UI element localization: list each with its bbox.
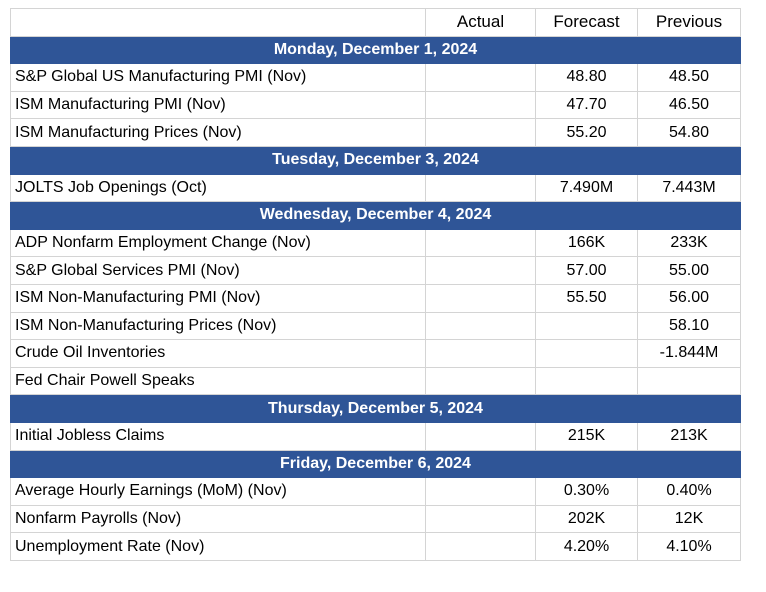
forecast-cell [535,366,638,396]
event-name: Unemployment Rate (Nov) [10,532,426,561]
actual-cell [425,118,536,147]
day-header: Tuesday, December 3, 2024 [10,145,741,175]
day-header: Monday, December 1, 2024 [10,35,741,65]
event-name: Nonfarm Payrolls (Nov) [10,504,426,534]
forecast-cell: 55.50 [535,283,638,313]
event-row: Unemployment Rate (Nov) 4.20% 4.10% [10,532,741,561]
previous-cell: 55.00 [637,256,741,285]
event-name: ADP Nonfarm Employment Change (Nov) [10,228,426,258]
forecast-cell: 0.30% [535,477,638,506]
previous-cell: 213K [637,421,741,451]
event-row: JOLTS Job Openings (Oct) 7.490M 7.443M [10,173,741,203]
header-cell: Actual [425,8,536,37]
event-row: ISM Manufacturing PMI (Nov) 47.70 46.50 [10,90,741,120]
actual-cell [425,532,536,561]
event-row: S&P Global Services PMI (Nov) 57.00 55.00 [10,256,741,285]
actual-cell [425,421,536,451]
event-name: Crude Oil Inventories [10,339,426,368]
event-row: ISM Non-Manufacturing PMI (Nov) 55.50 56.0… [10,283,741,313]
day-row: Monday, December 1, 2024 [10,35,741,65]
forecast-cell [535,339,638,368]
forecast-cell [535,311,638,341]
previous-cell: 54.80 [637,118,741,147]
event-name: ISM Manufacturing PMI (Nov) [10,90,426,120]
day-header: Wednesday, December 4, 2024 [10,201,741,230]
actual-cell [425,283,536,313]
event-row: Crude Oil Inventories -1.844M [10,339,741,368]
day-row: Wednesday, December 4, 2024 [10,201,741,230]
actual-cell [425,339,536,368]
economic-calendar: Actual Forecast Previous Monday, December 1… [10,8,741,561]
previous-cell: 7.443M [637,173,741,203]
event-row: Average Hourly Earnings (MoM) (Nov) 0.30%… [10,477,741,506]
event-row: Initial Jobless Claims 215K 213K [10,421,741,451]
event-name: Fed Chair Powell Speaks [10,366,426,396]
previous-cell: 56.00 [637,283,741,313]
event-row: ISM Manufacturing Prices (Nov) 55.20 54.80 [10,118,741,147]
event-row: Fed Chair Powell Speaks [10,366,741,396]
actual-cell [425,504,536,534]
header-row: Actual Forecast Previous [10,8,741,37]
event-name: S&P Global Services PMI (Nov) [10,256,426,285]
previous-cell: 58.10 [637,311,741,341]
forecast-cell: 7.490M [535,173,638,203]
day-row: Thursday, December 5, 2024 [10,394,741,423]
event-row: ADP Nonfarm Employment Change (Nov) 166K 2… [10,228,741,258]
table-body: Actual Forecast Previous Monday, December 1… [10,8,741,561]
previous-cell: -1.844M [637,339,741,368]
previous-cell: 233K [637,228,741,258]
day-row: Tuesday, December 3, 2024 [10,145,741,175]
forecast-cell: 55.20 [535,118,638,147]
event-name: ISM Manufacturing Prices (Nov) [10,118,426,147]
actual-cell [425,311,536,341]
actual-cell [425,63,536,92]
event-name: S&P Global US Manufacturing PMI (Nov) [10,63,426,92]
header-cell [10,8,426,37]
forecast-cell: 4.20% [535,532,638,561]
forecast-cell: 166K [535,228,638,258]
event-row: Nonfarm Payrolls (Nov) 202K 12K [10,504,741,534]
forecast-cell: 202K [535,504,638,534]
previous-cell: 4.10% [637,532,741,561]
actual-cell [425,477,536,506]
day-header: Thursday, December 5, 2024 [10,394,741,423]
forecast-cell: 47.70 [535,90,638,120]
event-row: ISM Non-Manufacturing Prices (Nov) 58.10 [10,311,741,341]
event-name: JOLTS Job Openings (Oct) [10,173,426,203]
previous-cell: 0.40% [637,477,741,506]
actual-cell [425,90,536,120]
forecast-cell: 48.80 [535,63,638,92]
actual-cell [425,173,536,203]
day-header: Friday, December 6, 2024 [10,449,741,479]
header-cell: Previous [637,8,741,37]
event-name: ISM Non-Manufacturing PMI (Nov) [10,283,426,313]
event-row: S&P Global US Manufacturing PMI (Nov) 48.… [10,63,741,92]
header-cell: Forecast [535,8,638,37]
forecast-cell: 57.00 [535,256,638,285]
event-name: ISM Non-Manufacturing Prices (Nov) [10,311,426,341]
actual-cell [425,256,536,285]
actual-cell [425,366,536,396]
event-name: Average Hourly Earnings (MoM) (Nov) [10,477,426,506]
day-row: Friday, December 6, 2024 [10,449,741,479]
previous-cell: 12K [637,504,741,534]
forecast-cell: 215K [535,421,638,451]
previous-cell: 46.50 [637,90,741,120]
actual-cell [425,228,536,258]
previous-cell: 48.50 [637,63,741,92]
event-name: Initial Jobless Claims [10,421,426,451]
previous-cell [637,366,741,396]
